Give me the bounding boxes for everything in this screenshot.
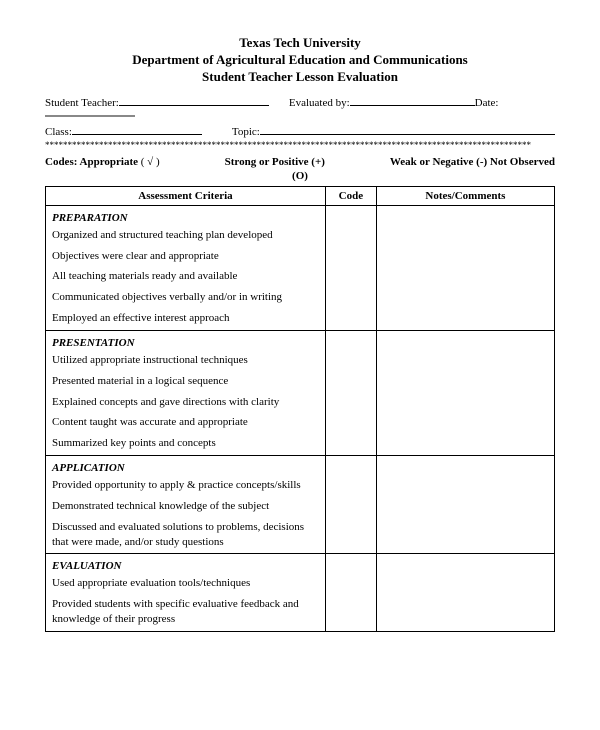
student-teacher-blank[interactable] (119, 94, 269, 106)
table-section-row: PREPARATIONOrganized and structured teac… (46, 205, 555, 330)
evaluation-table: Assessment Criteria Code Notes/Comments … (45, 186, 555, 632)
thick-divider (45, 115, 135, 117)
criteria-item: All teaching materials ready and availab… (46, 267, 325, 288)
criteria-item: Communicated objectives verbally and/or … (46, 288, 325, 309)
document-title: Student Teacher Lesson Evaluation (45, 69, 555, 86)
criteria-item: Utilized appropriate instructional techn… (46, 351, 325, 372)
notes-cell[interactable] (376, 205, 554, 330)
criteria-cell: APPLICATIONProvided opportunity to apply… (46, 456, 326, 554)
codes-strong: Strong or Positive (+) (225, 156, 325, 168)
code-cell[interactable] (325, 456, 376, 554)
class-blank[interactable] (72, 123, 202, 135)
evaluated-by-blank[interactable] (350, 94, 475, 106)
table-section-row: PRESENTATIONUtilized appropriate instruc… (46, 330, 555, 455)
codes-observed: (O) (45, 170, 555, 182)
section-title: APPLICATION (46, 456, 325, 476)
criteria-item: Presented material in a logical sequence (46, 372, 325, 393)
code-cell[interactable] (325, 205, 376, 330)
criteria-cell: PREPARATIONOrganized and structured teac… (46, 205, 326, 330)
criteria-item: Explained concepts and gave directions w… (46, 393, 325, 414)
section-title: EVALUATION (46, 554, 325, 574)
info-row-1: Student Teacher: Evaluated by: Date: (45, 94, 555, 109)
star-divider: ****************************************… (45, 140, 555, 150)
codes-check: ( √ ) (141, 156, 160, 168)
criteria-item: Objectives were clear and appropriate (46, 247, 325, 268)
codes-legend: Codes: Appropriate ( √ ) Strong or Posit… (45, 156, 555, 168)
table-section-row: APPLICATIONProvided opportunity to apply… (46, 456, 555, 554)
codes-weak: Weak or Negative (-) Not Observed (390, 156, 555, 168)
table-header-row: Assessment Criteria Code Notes/Comments (46, 186, 555, 205)
section-title: PRESENTATION (46, 331, 325, 351)
criteria-item: Content taught was accurate and appropri… (46, 413, 325, 434)
codes-label: Codes: Appropriate (45, 156, 138, 168)
class-label: Class: (45, 126, 72, 138)
code-cell[interactable] (325, 554, 376, 632)
criteria-item: Used appropriate evaluation tools/techni… (46, 574, 325, 595)
criteria-item: Summarized key points and concepts (46, 434, 325, 455)
notes-cell[interactable] (376, 330, 554, 455)
criteria-item: Organized and structured teaching plan d… (46, 226, 325, 247)
header-code: Code (325, 186, 376, 205)
info-row-2: Class: Topic: (45, 123, 555, 138)
notes-cell[interactable] (376, 456, 554, 554)
date-label: Date: (475, 97, 499, 109)
header-criteria: Assessment Criteria (46, 186, 326, 205)
topic-blank[interactable] (260, 123, 555, 135)
criteria-cell: EVALUATIONUsed appropriate evaluation to… (46, 554, 326, 632)
notes-cell[interactable] (376, 554, 554, 632)
evaluated-by-label: Evaluated by: (289, 97, 350, 109)
criteria-item: Provided students with specific evaluati… (46, 595, 325, 631)
header-notes: Notes/Comments (376, 186, 554, 205)
university-name: Texas Tech University (45, 35, 555, 52)
criteria-item: Employed an effective interest approach (46, 309, 325, 330)
criteria-item: Discussed and evaluated solutions to pro… (46, 518, 325, 554)
document-header: Texas Tech University Department of Agri… (45, 35, 555, 86)
department-name: Department of Agricultural Education and… (45, 52, 555, 69)
code-cell[interactable] (325, 330, 376, 455)
criteria-cell: PRESENTATIONUtilized appropriate instruc… (46, 330, 326, 455)
table-section-row: EVALUATIONUsed appropriate evaluation to… (46, 554, 555, 632)
topic-label: Topic: (232, 126, 260, 138)
criteria-item: Provided opportunity to apply & practice… (46, 476, 325, 497)
criteria-item: Demonstrated technical knowledge of the … (46, 497, 325, 518)
student-teacher-label: Student Teacher: (45, 97, 119, 109)
section-title: PREPARATION (46, 206, 325, 226)
